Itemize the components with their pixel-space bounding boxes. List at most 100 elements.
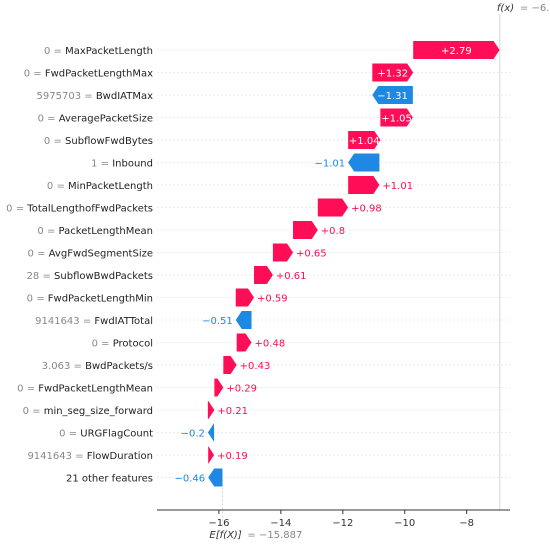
feature-value: 0	[47, 181, 53, 192]
contribution-label: −0.2	[181, 429, 205, 440]
feature-value: 0	[92, 339, 98, 350]
feature-name: BwdPackets/s	[85, 361, 153, 372]
contribution-label: +1.05	[381, 114, 412, 125]
contribution-label: +1.32	[377, 69, 408, 80]
feature-value: 9141643	[35, 316, 80, 327]
feature-value: 0	[44, 136, 50, 147]
contribution-label: +0.61	[276, 271, 307, 282]
feature-value: 9141643	[27, 451, 72, 462]
feature-label: 0 = FwdPacketLengthMin	[27, 294, 153, 305]
feature-name: PacketLengthMean	[59, 226, 153, 237]
feature-name: MaxPacketLength	[65, 46, 153, 57]
contribution-label: +0.48	[255, 339, 286, 350]
feature-name: SubflowFwdBytes	[65, 136, 153, 147]
contribution-label: +0.8	[321, 226, 345, 237]
feature-name: FwdIATTotal	[94, 316, 153, 327]
feature-label: 21 other features	[66, 474, 153, 485]
feature-name: 21 other features	[66, 474, 153, 485]
contribution-label: −0.51	[202, 316, 233, 327]
feature-label: 0 = AveragePacketSize	[38, 114, 153, 125]
contribution-label: +1.01	[382, 181, 413, 192]
positive-contribution-bar	[207, 401, 215, 419]
feature-value: 3.063	[42, 361, 71, 372]
feature-value: 0	[17, 384, 23, 395]
feature-name: FwdPacketLengthMin	[48, 294, 153, 305]
feature-value: 0	[6, 204, 12, 215]
contribution-label: −0.46	[175, 474, 206, 485]
feature-name: BwdIATMax	[96, 91, 153, 102]
contribution-label: +0.19	[217, 451, 248, 462]
positive-contribution-bar	[254, 266, 273, 284]
positive-contribution-bar	[208, 446, 215, 464]
feature-name: min_seg_size_forward	[44, 406, 153, 417]
feature-label: 28 = SubflowBwdPackets	[27, 271, 153, 282]
fx-value: = −6.926	[520, 3, 550, 14]
fx-label: f(x)	[497, 3, 514, 14]
feature-name: Inbound	[112, 159, 153, 170]
x-tick-label: −16	[208, 518, 229, 529]
feature-value: 0	[24, 69, 30, 80]
positive-contribution-bar	[272, 243, 294, 262]
feature-name: Protocol	[113, 339, 153, 350]
feature-value: 0	[37, 226, 43, 237]
feature-value: 0	[44, 46, 50, 57]
feature-value: 28	[27, 271, 40, 282]
contribution-label: +0.43	[240, 361, 271, 372]
positive-contribution-bar	[235, 288, 255, 307]
x-tick-label: −8	[459, 518, 474, 529]
feature-label: 1 = Inbound	[91, 159, 153, 170]
feature-name: FwdPacketLengthMean	[38, 384, 153, 395]
feature-name: MinPacketLength	[68, 181, 153, 192]
feature-label: 5975703 = BwdIATMax	[37, 91, 154, 102]
positive-contribution-bar	[348, 176, 380, 194]
contribution-label: +0.98	[351, 204, 382, 215]
feature-value: 5975703	[37, 91, 82, 102]
negative-contribution-bar	[207, 423, 215, 442]
positive-contribution-bar	[372, 63, 414, 82]
x-axis-ticks: −16 −14 −12 −10 −8	[208, 510, 474, 529]
negative-contribution-bar	[348, 153, 380, 172]
contribution-label: +1.04	[349, 136, 380, 147]
base-value-label: E[f(X)]	[209, 530, 241, 541]
feature-name: FwdPacketLengthMax	[45, 69, 153, 80]
x-tick-label: −12	[332, 518, 353, 529]
contribution-label: +0.59	[257, 294, 288, 305]
feature-label: 0 = URGFlagCount	[59, 429, 153, 440]
positive-contribution-bar	[413, 41, 500, 59]
feature-name: FlowDuration	[87, 451, 153, 462]
contribution-bars: +2.79 +1.32 −1.31 +1.05+1.04 −1.01 +1.01 +0.98…	[175, 41, 500, 487]
feature-label: 0 = SubflowFwdBytes	[44, 136, 153, 147]
negative-contribution-bar	[372, 86, 413, 104]
feature-label: 0 = AvgFwdSegmentSize	[28, 249, 153, 260]
contribution-label: +0.65	[296, 249, 327, 260]
feature-value: 0	[28, 249, 34, 260]
feature-rows: 0 = MaxPacketLength 0 = FwdPacketLengthMa…	[6, 46, 153, 485]
x-tick-label: −10	[394, 518, 415, 529]
contribution-label: −1.01	[314, 159, 345, 170]
positive-contribution-bar	[317, 198, 349, 217]
feature-label: 0 = TotalLengthofFwdPackets	[6, 204, 153, 215]
positive-contribution-bar	[236, 333, 252, 352]
positive-contribution-bar	[214, 378, 224, 397]
feature-name: URGFlagCount	[80, 429, 153, 440]
feature-name: SubflowBwdPackets	[54, 271, 153, 282]
feature-value: 1	[91, 159, 97, 170]
positive-contribution-bar	[293, 221, 318, 239]
feature-label: 0 = min_seg_size_forward	[23, 406, 153, 417]
feature-name: TotalLengthofFwdPackets	[26, 204, 153, 215]
feature-label: 9141643 = FwdIATTotal	[35, 316, 153, 327]
positive-contribution-bar	[380, 108, 413, 127]
negative-contribution-bar	[235, 311, 252, 329]
positive-contribution-bar	[348, 131, 381, 149]
feature-name: AvgFwdSegmentSize	[49, 249, 153, 260]
feature-label: 0 = Protocol	[92, 339, 153, 350]
feature-label: 0 = MaxPacketLength	[44, 46, 153, 57]
contribution-label: +2.79	[441, 46, 472, 57]
contribution-label: −1.31	[377, 91, 408, 102]
feature-value: 0	[59, 429, 65, 440]
contribution-label: +0.21	[217, 406, 248, 417]
feature-label: 0 = PacketLengthMean	[37, 226, 153, 237]
base-value-annotation: E[f(X)] = −15.887	[209, 530, 302, 541]
fx-annotation: f(x) = −6.926	[497, 3, 550, 14]
x-tick-label: −14	[270, 518, 291, 529]
